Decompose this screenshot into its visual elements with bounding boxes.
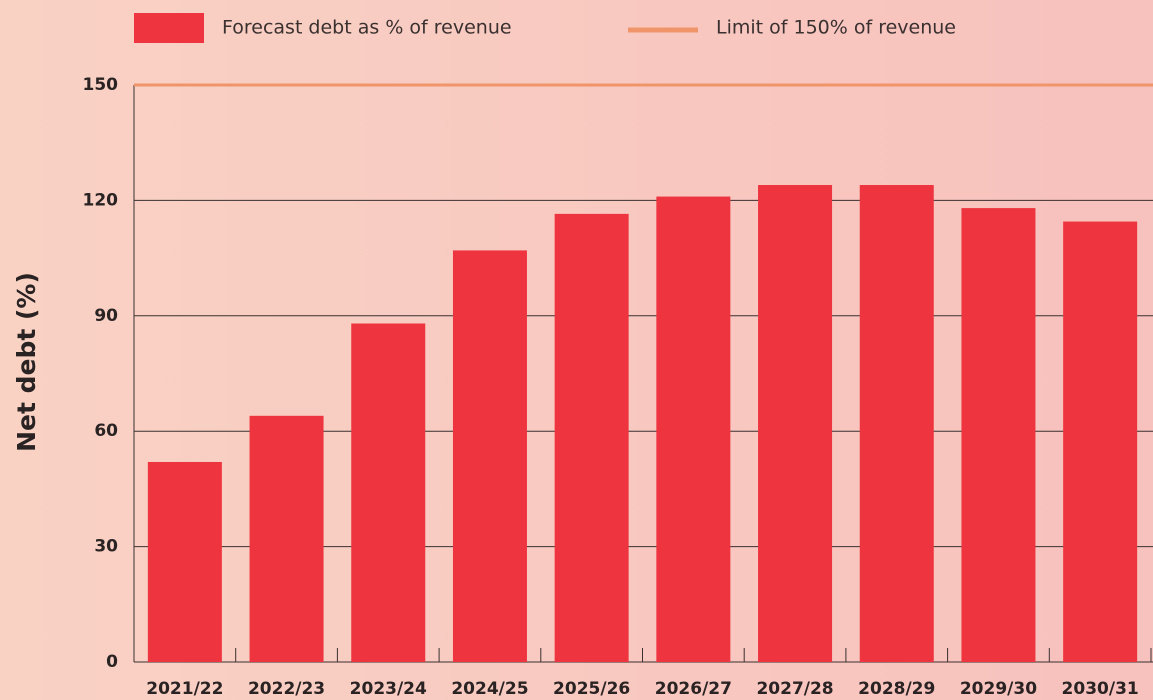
x-tick-label: 2025/26 <box>553 679 630 699</box>
x-tick-label: 2029/30 <box>960 679 1037 699</box>
bar <box>758 185 833 662</box>
bar <box>147 461 222 662</box>
y-tick-label: 90 <box>94 306 118 326</box>
legend-swatch <box>134 13 204 43</box>
bar <box>452 250 527 662</box>
y-tick-label: 60 <box>94 421 118 441</box>
y-tick-label: 120 <box>83 190 119 210</box>
bar <box>859 185 934 662</box>
bar <box>961 208 1036 663</box>
x-tick-label: 2023/24 <box>350 679 427 699</box>
bar <box>656 196 731 662</box>
legend-label: Limit of 150% of revenue <box>716 17 956 39</box>
y-tick-label: 0 <box>106 652 118 672</box>
legend-label: Forecast debt as % of revenue <box>222 17 512 39</box>
x-tick-label: 2024/25 <box>451 679 528 699</box>
x-tick-label: 2030/31 <box>1062 679 1139 699</box>
x-tick-label: 2028/29 <box>858 679 935 699</box>
x-tick-label: 2026/27 <box>655 679 732 699</box>
x-tick-label: 2022/23 <box>248 679 325 699</box>
bar <box>351 323 426 662</box>
x-tick-label: 2021/22 <box>146 679 223 699</box>
y-axis-label: Net debt (%) <box>12 272 41 452</box>
y-tick-label: 30 <box>94 537 118 557</box>
x-tick-label: 2027/28 <box>756 679 833 699</box>
bar <box>1063 221 1138 662</box>
bar <box>249 415 324 662</box>
y-tick-label: 150 <box>83 75 119 95</box>
bar <box>554 213 629 662</box>
